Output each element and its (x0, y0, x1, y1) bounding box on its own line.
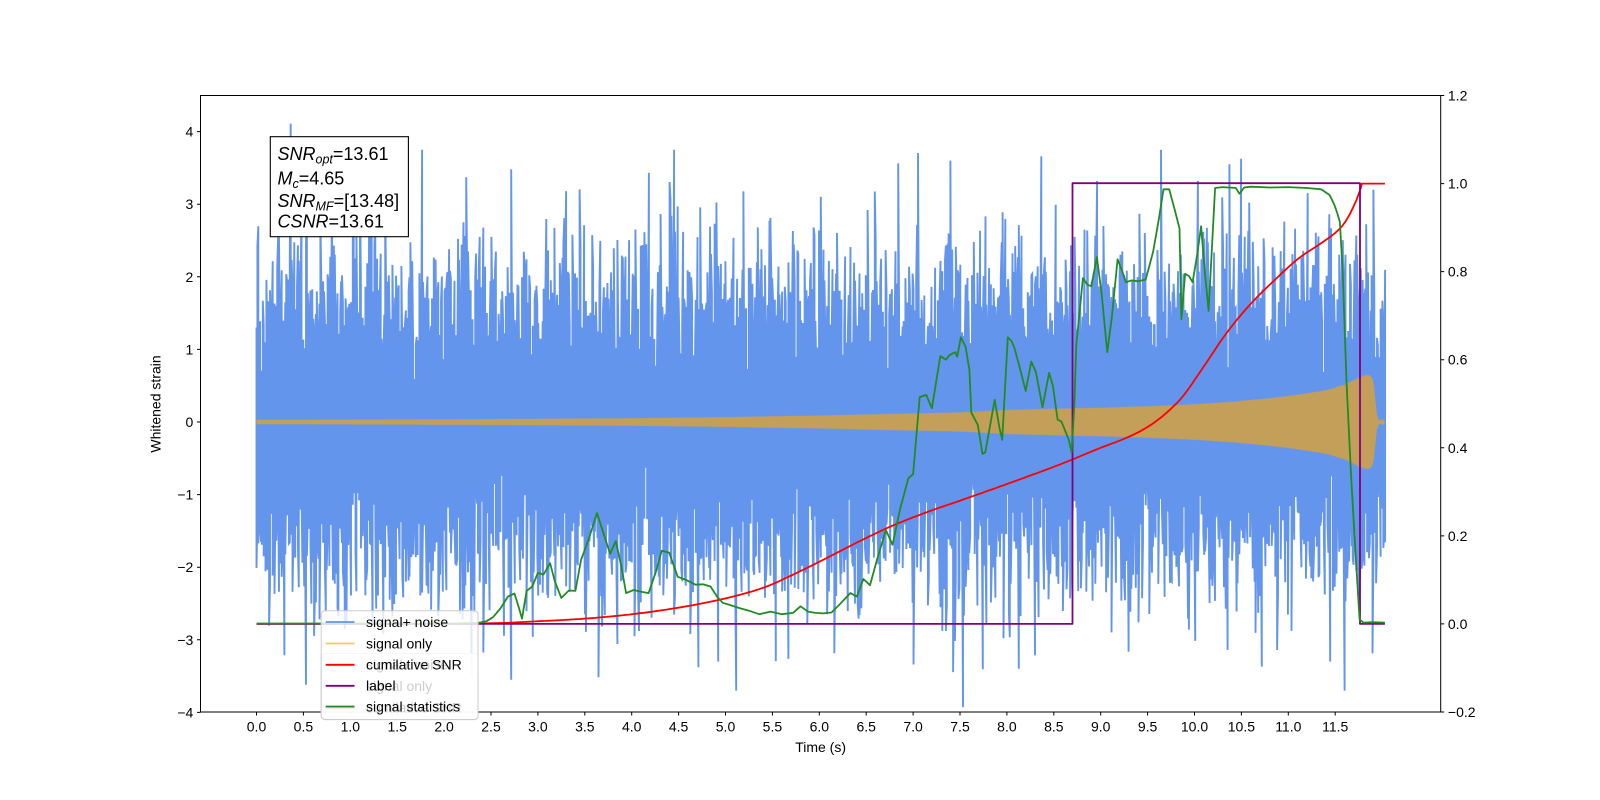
svg-text:4.5: 4.5 (669, 719, 689, 735)
svg-text:4: 4 (186, 124, 194, 140)
svg-text:0.0: 0.0 (1448, 616, 1468, 632)
svg-text:6.0: 6.0 (810, 719, 830, 735)
svg-text:2.0: 2.0 (434, 719, 454, 735)
svg-text:cumilative SNR: cumilative SNR (366, 657, 462, 673)
svg-text:7.0: 7.0 (903, 719, 923, 735)
svg-text:signal+ noise: signal+ noise (366, 614, 448, 630)
svg-text:4.0: 4.0 (622, 719, 642, 735)
svg-text:SNRMF=[13.48]: SNRMF=[13.48] (278, 191, 400, 214)
svg-text:1: 1 (186, 341, 194, 357)
svg-text:SNRopt=13.61: SNRopt=13.61 (278, 144, 389, 167)
svg-text:9.5: 9.5 (1138, 719, 1158, 735)
svg-text:7.5: 7.5 (950, 719, 970, 735)
svg-text:2: 2 (186, 269, 194, 285)
svg-text:0.8: 0.8 (1448, 264, 1468, 280)
svg-text:signal only: signal only (366, 635, 432, 651)
svg-text:−0.2: −0.2 (1448, 704, 1476, 720)
svg-text:signal statistics: signal statistics (366, 698, 460, 714)
svg-text:6.5: 6.5 (856, 719, 876, 735)
svg-text:3.5: 3.5 (575, 719, 595, 735)
svg-text:11.5: 11.5 (1322, 719, 1348, 735)
svg-text:11.0: 11.0 (1275, 719, 1301, 735)
svg-text:−1: −1 (177, 487, 193, 503)
svg-text:0.2: 0.2 (1448, 528, 1468, 544)
svg-text:−3: −3 (177, 632, 193, 648)
svg-text:0: 0 (186, 414, 194, 430)
svg-text:10.0: 10.0 (1181, 719, 1208, 735)
svg-text:−2: −2 (177, 559, 193, 575)
svg-text:CSNR=13.61: CSNR=13.61 (278, 212, 385, 232)
svg-text:Time (s): Time (s) (795, 739, 846, 755)
svg-text:Whitened strain: Whitened strain (148, 355, 164, 452)
svg-text:8.0: 8.0 (997, 719, 1017, 735)
svg-text:Mc=4.65: Mc=4.65 (278, 169, 345, 192)
svg-text:1.0: 1.0 (1448, 176, 1468, 192)
svg-text:8.5: 8.5 (1044, 719, 1064, 735)
svg-text:9.0: 9.0 (1091, 719, 1111, 735)
svg-text:label: label (366, 678, 396, 694)
svg-text:5.0: 5.0 (716, 719, 736, 735)
svg-text:3.0: 3.0 (528, 719, 548, 735)
svg-text:1.2: 1.2 (1448, 88, 1468, 104)
svg-text:10.5: 10.5 (1228, 719, 1255, 735)
svg-text:0.0: 0.0 (247, 719, 267, 735)
svg-text:2.5: 2.5 (481, 719, 501, 735)
svg-text:5.5: 5.5 (763, 719, 783, 735)
svg-text:0.6: 0.6 (1448, 352, 1468, 368)
svg-text:1.5: 1.5 (387, 719, 407, 735)
svg-text:3: 3 (186, 196, 194, 212)
svg-text:0.4: 0.4 (1448, 440, 1468, 456)
svg-text:−4: −4 (177, 704, 193, 720)
svg-text:1.0: 1.0 (341, 719, 361, 735)
svg-text:0.5: 0.5 (294, 719, 314, 735)
